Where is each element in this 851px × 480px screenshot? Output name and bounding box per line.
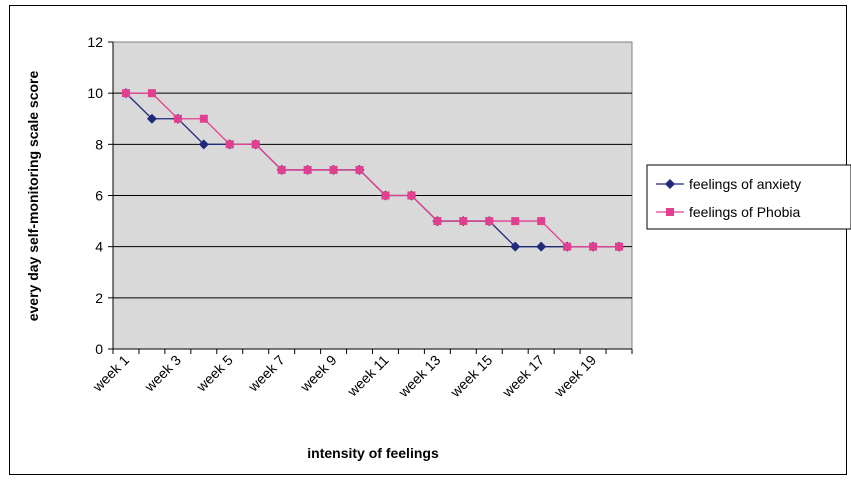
x-tick-label: week 1 (89, 352, 133, 396)
data-point (537, 217, 546, 226)
data-point (589, 242, 598, 251)
x-axis: week 1 week 3 week 5 week 7 week 9 week 11 wee… (89, 348, 633, 401)
legend: feelings of anxiety feelings of Phobia (646, 164, 851, 230)
x-tick-label: week 15 (446, 352, 495, 401)
x-tick-label: week 5 (193, 352, 237, 396)
x-tick-label: week 13 (395, 352, 444, 401)
y-tick-label-0: 0 (95, 341, 103, 357)
data-point (355, 165, 364, 174)
data-point (199, 114, 208, 123)
data-point (510, 241, 521, 252)
y-tick-label-6: 6 (95, 188, 103, 204)
data-point (615, 242, 624, 251)
data-point (433, 217, 442, 226)
data-point (381, 191, 390, 200)
y-axis: 0 2 4 6 8 10 12 (87, 34, 114, 357)
data-point (147, 89, 156, 98)
x-tick-label: week 7 (244, 352, 288, 396)
data-point (563, 242, 572, 251)
y-tick-label-12: 12 (87, 34, 103, 50)
data-point (198, 139, 209, 150)
x-tick-label: week 3 (141, 352, 185, 396)
x-axis-title: intensity of feelings (307, 445, 439, 461)
x-tick-label: week 9 (296, 352, 340, 396)
legend-marker-1 (665, 179, 675, 189)
data-point (536, 241, 547, 252)
data-point (173, 114, 182, 123)
series-line-2 (125, 92, 620, 248)
y-tick-label-2: 2 (95, 290, 103, 306)
series-layer (120, 88, 625, 252)
data-point (459, 217, 468, 226)
x-tick-label: week 19 (550, 352, 599, 401)
x-tick-label: week 17 (498, 352, 547, 401)
data-point (511, 217, 520, 226)
legend-box (646, 164, 851, 230)
y-axis-title: every day self-monitoring scale score (25, 71, 41, 322)
x-tick-label: week 11 (343, 352, 391, 400)
data-point (121, 89, 130, 98)
data-point (329, 165, 338, 174)
legend-marker-2 (666, 208, 674, 216)
data-point (277, 165, 286, 174)
y-tick-label-8: 8 (95, 136, 103, 152)
data-point (146, 113, 157, 124)
data-point (485, 217, 494, 226)
data-point (251, 140, 260, 149)
data-point (407, 191, 416, 200)
y-tick-label-10: 10 (87, 85, 103, 101)
legend-label-1: feelings of anxiety (689, 176, 801, 192)
data-point (225, 140, 234, 149)
legend-label-2: feelings of Phobia (689, 204, 801, 220)
data-point (303, 165, 312, 174)
y-tick-label-4: 4 (95, 239, 103, 255)
